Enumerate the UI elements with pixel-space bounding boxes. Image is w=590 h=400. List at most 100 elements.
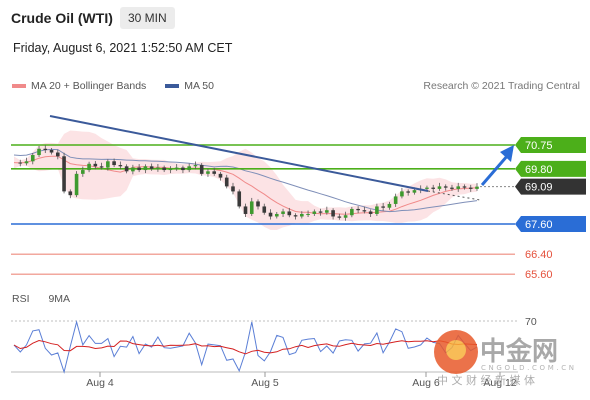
- timeframe-badge[interactable]: 30 MIN: [120, 7, 175, 29]
- candle-body: [306, 213, 310, 215]
- candle-body: [218, 173, 223, 178]
- forecast-arrow-head: [500, 145, 514, 162]
- ma20-line: [13, 155, 478, 215]
- x-tick-label-3: Aug 12: [483, 377, 516, 389]
- candle-body: [112, 161, 116, 166]
- candle-body: [325, 210, 329, 213]
- level-tag-label-1: 69.80: [525, 164, 553, 176]
- candle-body: [68, 191, 73, 196]
- candle-body: [199, 165, 204, 174]
- legend-rsi-label: RSI: [12, 293, 30, 305]
- candle-body: [406, 191, 410, 193]
- legend-ma20: MA 20 + Bollinger Bands: [12, 80, 146, 92]
- candle-body: [300, 213, 304, 217]
- candle-body: [318, 211, 323, 213]
- ma50-line: [13, 148, 478, 213]
- level-tag-0: [515, 137, 586, 153]
- candle-body: [30, 155, 35, 162]
- candle-body: [268, 212, 273, 217]
- candle-body: [224, 177, 229, 187]
- candle-body: [256, 201, 260, 207]
- ma50-swatch: [165, 84, 180, 89]
- candle-body: [131, 167, 135, 172]
- price-legend: MA 20 + Bollinger Bands MA 50: [12, 80, 230, 92]
- candle-body: [118, 165, 123, 167]
- chart-datetime: Friday, August 6, 2021 1:52:50 AM CET: [13, 41, 233, 55]
- candle-body: [212, 171, 217, 174]
- watermark-slogan: 中 文 财 经 新 媒 体: [437, 373, 535, 387]
- header-bar: Crude Oil (WTI) 30 MIN: [0, 0, 590, 36]
- level-tag-2: [515, 178, 586, 195]
- candle-body: [81, 170, 85, 174]
- level-label-5: 65.60: [525, 269, 553, 281]
- legend-ma50: MA 50: [165, 80, 214, 92]
- candle-body: [262, 206, 267, 213]
- candle-body: [425, 187, 429, 189]
- candle-body: [437, 186, 442, 189]
- candle-body: [243, 206, 248, 214]
- level-tag-1: [515, 160, 586, 177]
- candle-body: [149, 166, 154, 169]
- ma20-swatch: [12, 84, 26, 89]
- watermark-brand: 中金网: [480, 336, 558, 367]
- candle-body: [274, 213, 279, 217]
- candle-body: [174, 167, 179, 169]
- candle-body: [350, 208, 354, 216]
- level-tag-label-2: 69.09: [525, 182, 553, 194]
- candle-body: [375, 206, 379, 214]
- candle-body: [168, 168, 173, 171]
- candle-body: [49, 150, 54, 153]
- candle-body: [362, 210, 367, 212]
- candle-body: [356, 208, 360, 211]
- candle-body: [193, 165, 198, 167]
- candle-body: [37, 148, 41, 156]
- x-tick-label-2: Aug 6: [412, 377, 440, 389]
- legend-ma20-label: MA 20 + Bollinger Bands: [31, 80, 147, 92]
- candle-body: [231, 186, 235, 192]
- candle-body: [93, 163, 98, 167]
- rsi-legend: RSI 9MA: [12, 293, 86, 305]
- legend-9ma: 9MA: [48, 293, 70, 305]
- candle-body: [206, 171, 210, 174]
- candle-body: [87, 163, 91, 171]
- candle-body: [381, 206, 385, 208]
- bollinger-band-area: [14, 130, 477, 230]
- candle-body: [137, 167, 141, 171]
- candle-body: [400, 191, 404, 197]
- candle-body: [287, 211, 292, 216]
- level-tag-label-0: 70.75: [525, 140, 553, 152]
- candle-body: [462, 186, 467, 188]
- candle-body: [456, 186, 461, 189]
- rsi-ma-line: [13, 339, 478, 355]
- watermark-domain: CNGOLD.COM.CN: [481, 364, 574, 372]
- candle-body: [475, 186, 479, 189]
- candle-body: [393, 196, 398, 204]
- candle-body: [431, 187, 436, 189]
- level-label-4: 66.40: [525, 249, 553, 261]
- candle-body: [343, 215, 348, 218]
- candles-group: [18, 145, 479, 221]
- candle-body: [74, 173, 79, 196]
- trend-line: [49, 115, 429, 192]
- candle-body: [162, 167, 166, 171]
- legend-9ma-label: 9MA: [48, 293, 71, 305]
- candle-body: [387, 203, 392, 208]
- candle-body: [468, 187, 473, 189]
- watermark-logo-inner: [446, 340, 466, 360]
- candle-body: [106, 161, 110, 168]
- candle-body: [181, 167, 185, 171]
- candle-body: [450, 187, 454, 189]
- forecast-arrow-shaft: [480, 154, 510, 186]
- candle-body: [331, 210, 335, 217]
- rsi-level-label: 70: [525, 316, 537, 328]
- candle-body: [187, 166, 191, 171]
- candle-body: [62, 156, 66, 192]
- candle-body: [412, 190, 417, 193]
- x-tick-label-0: Aug 4: [86, 377, 114, 389]
- instrument-title: Crude Oil (WTI): [11, 10, 113, 26]
- candle-body: [337, 216, 342, 218]
- candle-body: [99, 166, 104, 168]
- credit-text: Research © 2021 Trading Central: [423, 80, 580, 92]
